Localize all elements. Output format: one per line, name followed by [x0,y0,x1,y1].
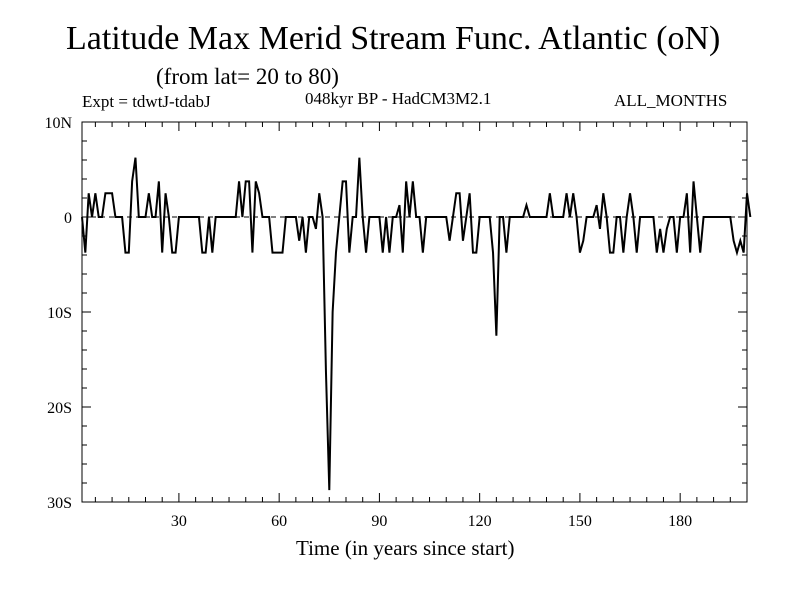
x-tick-labels: 30 60 90 120 150 180 [171,513,692,530]
x-tick-label: 30 [171,513,187,530]
series-line [81,157,752,491]
tick-marks [82,121,747,503]
experiment-label: Expt = tdwtJ-tdabJ [82,92,211,111]
y-tick-label: 30S [47,495,72,512]
x-axis-label: Time (in years since start) [296,536,515,560]
y-tick-labels: 10N 0 10S 20S 30S [44,115,72,512]
y-tick-label: 20S [47,400,72,417]
model-label: 048kyr BP - HadCM3M2.1 [305,89,492,108]
x-tick-label: 150 [568,513,592,530]
months-label: ALL_MONTHS [614,91,728,110]
x-tick-label: 60 [271,513,287,530]
y-tick-label: 10N [44,115,72,132]
y-tick-label: 10S [47,305,72,322]
x-tick-label: 120 [468,513,492,530]
x-tick-label: 90 [371,513,387,530]
chart-subtitle: (from lat= 20 to 80) [156,64,339,89]
chart-title: Latitude Max Merid Stream Func. Atlantic… [66,20,721,57]
plot-frame [81,121,748,503]
y-tick-label: 0 [64,210,72,227]
x-tick-label: 180 [668,513,692,530]
series-group [81,157,752,491]
